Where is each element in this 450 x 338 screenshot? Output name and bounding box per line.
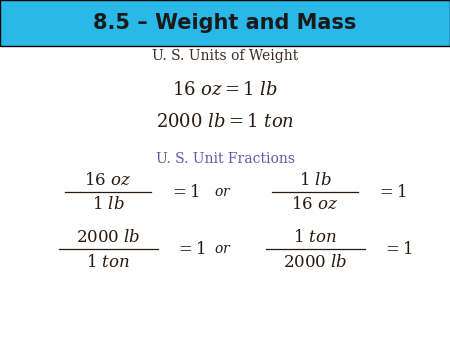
Text: $1\ \mathit{ton}$: $1\ \mathit{ton}$ xyxy=(293,228,337,246)
Text: $= 1$: $= 1$ xyxy=(176,240,206,259)
Text: $= 1$: $= 1$ xyxy=(169,183,199,201)
Text: $16\ \mathit{oz}$: $16\ \mathit{oz}$ xyxy=(84,171,132,189)
Text: $2000\ \mathit{lb}$: $2000\ \mathit{lb}$ xyxy=(76,228,140,246)
Text: $16\ \mathit{oz} = 1\ \mathit{lb}$: $16\ \mathit{oz} = 1\ \mathit{lb}$ xyxy=(172,80,278,99)
Text: $1\ \mathit{lb}$: $1\ \mathit{lb}$ xyxy=(92,195,124,213)
Text: $2000\ \mathit{lb} = 1\ \mathit{ton}$: $2000\ \mathit{lb} = 1\ \mathit{ton}$ xyxy=(156,113,294,131)
FancyBboxPatch shape xyxy=(0,0,450,46)
Text: $1\ \mathit{ton}$: $1\ \mathit{ton}$ xyxy=(86,252,130,271)
Text: U. S. Unit Fractions: U. S. Unit Fractions xyxy=(156,152,294,166)
Text: $16\ \mathit{oz}$: $16\ \mathit{oz}$ xyxy=(291,195,339,213)
Text: $= 1$: $= 1$ xyxy=(382,240,413,259)
Text: $\mathit{or}$: $\mathit{or}$ xyxy=(214,185,232,199)
Text: $2000\ \mathit{lb}$: $2000\ \mathit{lb}$ xyxy=(283,252,347,271)
Text: U. S. Units of Weight: U. S. Units of Weight xyxy=(152,49,298,63)
Text: $\mathit{or}$: $\mathit{or}$ xyxy=(214,242,232,257)
Text: $1\ \mathit{lb}$: $1\ \mathit{lb}$ xyxy=(299,171,331,189)
Text: 8.5 – Weight and Mass: 8.5 – Weight and Mass xyxy=(93,13,357,33)
Text: $= 1$: $= 1$ xyxy=(376,183,406,201)
